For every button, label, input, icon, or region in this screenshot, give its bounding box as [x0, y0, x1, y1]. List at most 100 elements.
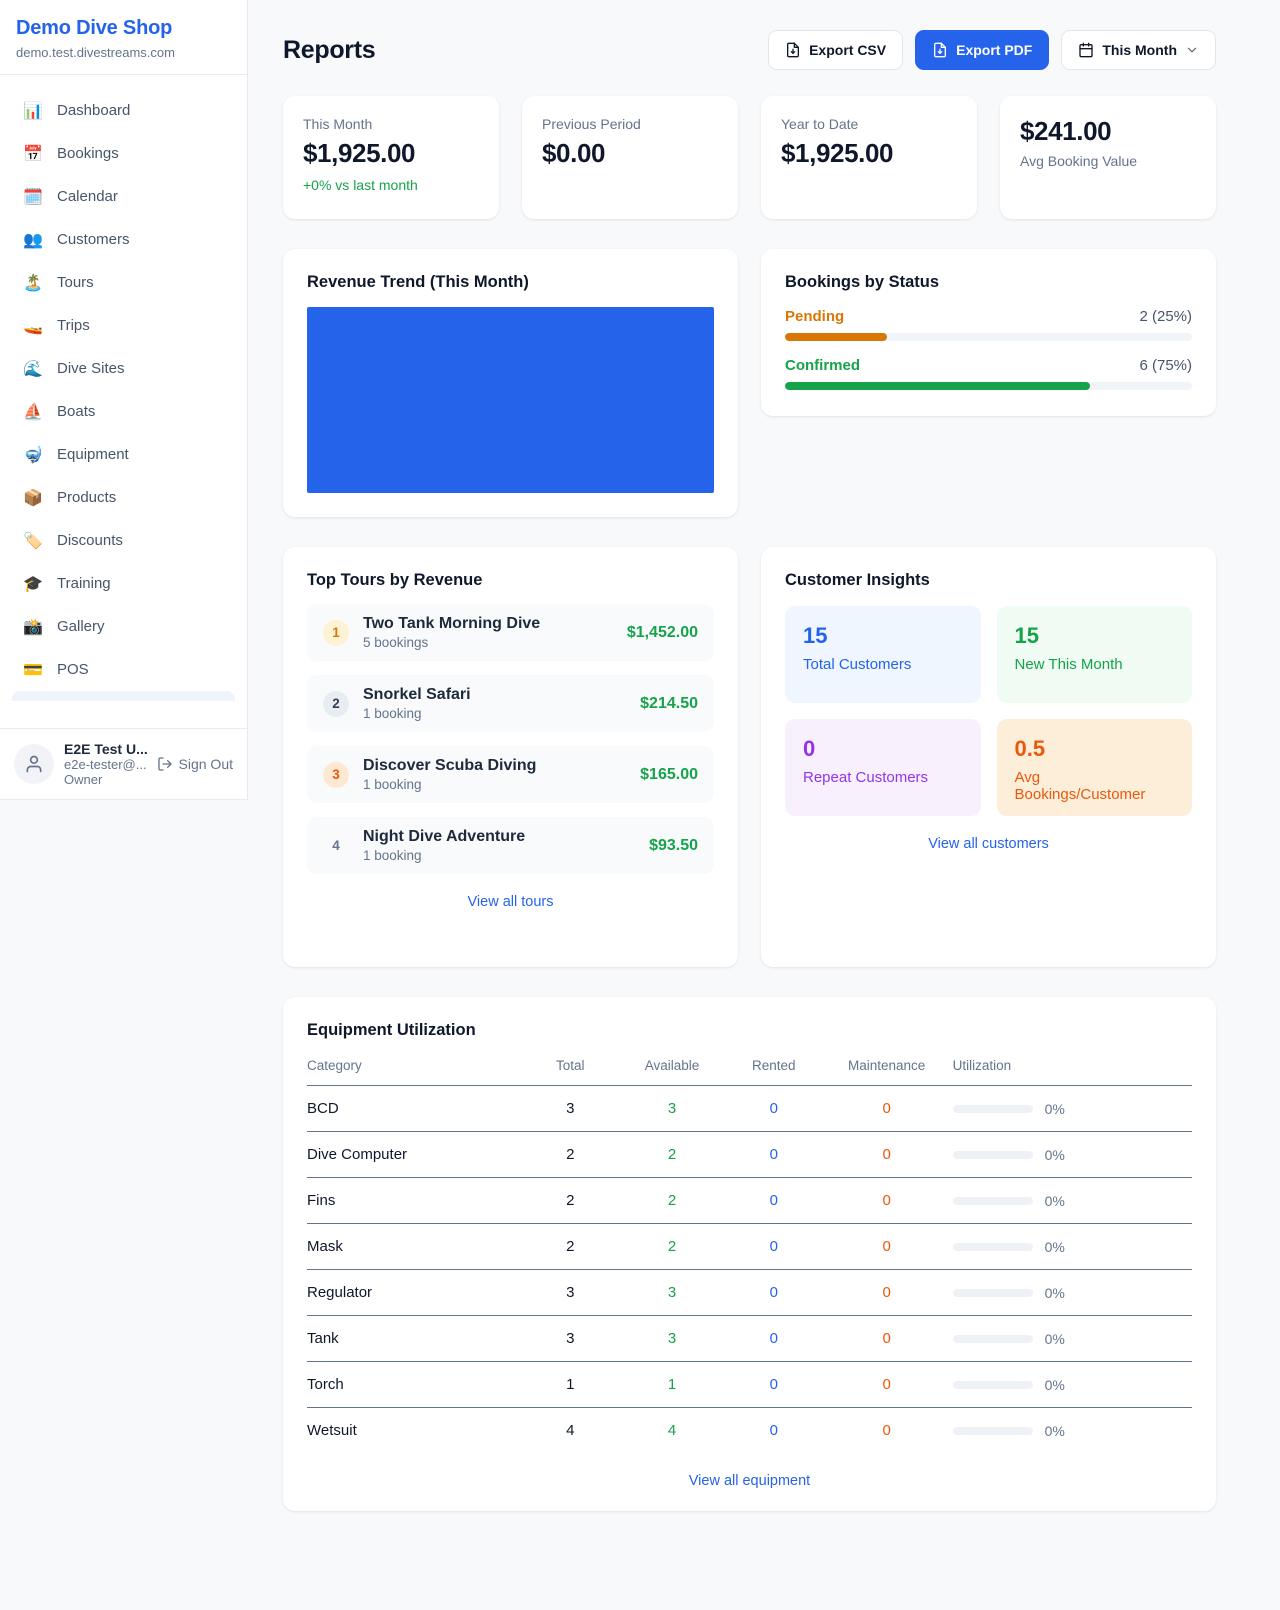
- stat-card-this-month: This Month $1,925.00 +0% vs last month: [283, 96, 499, 219]
- utilization-text: 0%: [1044, 1330, 1065, 1347]
- calendar-pad-icon: 🗓️: [23, 188, 43, 206]
- sidebar-item-discounts[interactable]: 🏷️ Discounts: [12, 519, 235, 562]
- utilization-text: 0%: [1044, 1146, 1065, 1163]
- equipment-category: Fins: [307, 1177, 520, 1224]
- file-download-icon: [787, 42, 800, 58]
- utilization-text: 0%: [1044, 1284, 1065, 1301]
- sidebar-item-label: Trips: [57, 317, 90, 334]
- sign-out-button[interactable]: Sign Out: [157, 756, 233, 772]
- lists-row: Top Tours by Revenue 1 Two Tank Morning D…: [283, 547, 1216, 967]
- shop-domain: demo.test.divestreams.com: [16, 45, 175, 60]
- equipment-total: 3: [519, 1269, 622, 1316]
- equipment-rented: 0: [722, 1315, 825, 1362]
- column-header-category: Category: [307, 1058, 520, 1086]
- equipment-category: Tank: [307, 1315, 520, 1362]
- sidebar-item-label: Discounts: [57, 532, 123, 549]
- tour-meta: Snorkel Safari 1 booking: [363, 686, 471, 721]
- equipment-utilization-cell: 0%: [948, 1177, 1192, 1224]
- stat-card-avg-booking-value: $241.00 Avg Booking Value: [1000, 96, 1216, 219]
- sidebar-item-calendar[interactable]: 🗓️ Calendar: [12, 175, 235, 218]
- status-count: 6 (75%): [1139, 357, 1192, 374]
- equipment-rented: 0: [722, 1223, 825, 1270]
- sidebar-item-label: Tours: [57, 274, 94, 291]
- equipment-rented: 0: [722, 1131, 825, 1178]
- equipment-row-bcd: BCD 3 3 0 0 0%: [307, 1085, 1192, 1132]
- sidebar-item-tours[interactable]: 🏝️ Tours: [12, 261, 235, 304]
- column-header-total: Total: [519, 1058, 622, 1086]
- equipment-maintenance: 0: [824, 1361, 949, 1408]
- insight-value: 15: [803, 623, 828, 648]
- insight-value: 0: [803, 736, 816, 761]
- top-tours-card: Top Tours by Revenue 1 Two Tank Morning D…: [283, 547, 738, 967]
- tour-item-discover-scuba-diving[interactable]: 3 Discover Scuba Diving 1 booking $165.00: [307, 746, 714, 803]
- sidebar-item-customers[interactable]: 👥 Customers: [12, 218, 235, 261]
- utilization-text: 0%: [1044, 1422, 1065, 1439]
- tour-item-two-tank-morning-dive[interactable]: 1 Two Tank Morning Dive 5 bookings $1,452.0…: [307, 604, 714, 661]
- equipment-category: Mask: [307, 1223, 520, 1270]
- equipment-category: BCD: [307, 1085, 520, 1132]
- equipment-row-tank: Tank 3 3 0 0 0%: [307, 1315, 1192, 1362]
- status-line: Pending 2 (25%): [785, 308, 1192, 325]
- equipment-table-header: Category Total Available Rented Maintenance U…: [307, 1058, 1192, 1086]
- column-header-available: Available: [621, 1058, 723, 1086]
- tour-amount: $1,452.00: [626, 623, 698, 641]
- people-icon: 👥: [23, 231, 43, 249]
- graduation-cap-icon: 🎓: [23, 575, 43, 593]
- sidebar-item-trips[interactable]: 🚤 Trips: [12, 304, 235, 347]
- bar-chart-icon: 📊: [23, 102, 43, 120]
- utilization-wrap: 0%: [952, 1377, 1192, 1393]
- column-header-maintenance: Maintenance: [824, 1058, 949, 1086]
- equipment-maintenance: 0: [824, 1269, 949, 1316]
- stat-label: Previous Period: [542, 116, 641, 132]
- stat-value: $241.00: [1020, 116, 1112, 146]
- sidebar-item-gallery[interactable]: 📸 Gallery: [12, 605, 235, 648]
- tour-bookings: 5 bookings: [363, 635, 429, 650]
- tour-item-snorkel-safari[interactable]: 2 Snorkel Safari 1 booking $214.50: [307, 675, 714, 732]
- wave-icon: 🌊: [23, 360, 43, 378]
- sidebar-item-products[interactable]: 📦 Products: [12, 476, 235, 519]
- bookings-by-status-title: Bookings by Status: [785, 273, 940, 291]
- tour-item-night-dive-adventure[interactable]: 4 Night Dive Adventure 1 booking $93.50: [307, 817, 714, 874]
- insight-tiles: 15 Total Customers 15 New This Month 0 Repeat…: [785, 606, 1192, 816]
- view-all-customers-link[interactable]: View all customers: [928, 836, 1049, 852]
- status-label: Confirmed: [785, 357, 860, 374]
- equipment-available: 2: [621, 1131, 723, 1178]
- sidebar-item-bookings[interactable]: 📅 Bookings: [12, 132, 235, 175]
- user-meta: E2E Test U... e2e-tester@... Owner: [64, 741, 148, 787]
- equipment-row-regulator: Regulator 3 3 0 0 0%: [307, 1269, 1192, 1316]
- insight-tile-total-customers: 15 Total Customers: [785, 606, 981, 703]
- user-name: E2E Test U...: [64, 741, 148, 757]
- view-all-equipment-link[interactable]: View all equipment: [688, 1473, 811, 1489]
- export-pdf-button[interactable]: Export PDF: [915, 30, 1050, 70]
- export-csv-button[interactable]: Export CSV: [768, 30, 904, 70]
- sidebar-item-boats[interactable]: ⛵ Boats: [12, 390, 235, 433]
- export-csv-label: Export CSV: [809, 42, 887, 58]
- sidebar-item-pos[interactable]: 💳 POS: [12, 648, 235, 691]
- equipment-utilization-card: Equipment Utilization Category Total Avail…: [283, 997, 1216, 1511]
- equipment-table: Category Total Available Rented Maintenance U…: [307, 1058, 1192, 1453]
- equipment-maintenance: 0: [824, 1131, 949, 1178]
- status-count: 2 (25%): [1139, 308, 1192, 325]
- utilization-text: 0%: [1044, 1238, 1065, 1255]
- insight-label: Total Customers: [803, 656, 912, 673]
- island-icon: 🏝️: [23, 274, 43, 292]
- charts-row: Revenue Trend (This Month) Bookings by S…: [283, 249, 1216, 517]
- speedboat-icon: 🚤: [23, 317, 43, 335]
- tour-bookings: 1 booking: [363, 848, 422, 863]
- insight-value: 15: [1014, 623, 1039, 648]
- view-all-tours-link[interactable]: View all tours: [467, 894, 554, 910]
- user-role: Owner: [64, 772, 103, 787]
- sidebar-item-training[interactable]: 🎓 Training: [12, 562, 235, 605]
- sidebar-item-dive-sites[interactable]: 🌊 Dive Sites: [12, 347, 235, 390]
- revenue-trend-chart: [307, 307, 714, 493]
- sidebar-item-equipment[interactable]: 🤿 Equipment: [12, 433, 235, 476]
- insight-label: Repeat Customers: [803, 769, 929, 786]
- insight-tile-avg-bookings-customer: 0.5 Avg Bookings/Customer: [996, 719, 1192, 816]
- avatar: [14, 744, 54, 784]
- sidebar-item-active-partial[interactable]: [12, 691, 235, 701]
- tour-name: Night Dive Adventure: [363, 828, 526, 845]
- equipment-available: 4: [667, 1422, 677, 1439]
- status-bar-fill: [785, 382, 1091, 390]
- sidebar-item-dashboard[interactable]: 📊 Dashboard: [12, 89, 235, 132]
- period-dropdown[interactable]: This Month: [1061, 30, 1216, 70]
